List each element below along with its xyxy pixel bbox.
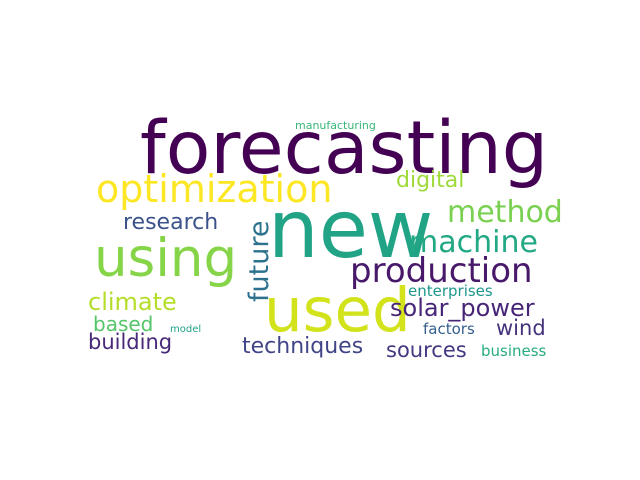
word-used: used xyxy=(264,275,411,346)
word-future: future xyxy=(244,220,275,302)
word-using: using xyxy=(94,228,238,289)
word-climate: climate xyxy=(88,288,177,316)
word-sources: sources xyxy=(386,338,467,362)
word-new: new xyxy=(268,183,434,276)
word-wind: wind xyxy=(496,316,546,340)
word-enterprises: enterprises xyxy=(408,282,493,300)
word-solar-power: solar_power xyxy=(390,294,535,322)
word-method: method xyxy=(447,195,563,230)
word-optimization: optimization xyxy=(96,167,333,211)
word-machine: machine xyxy=(409,225,538,260)
word-factors: factors xyxy=(423,320,475,338)
word-techniques: techniques xyxy=(242,334,364,359)
word-building: building xyxy=(88,330,173,354)
word-based: based xyxy=(93,312,154,336)
word-business: business xyxy=(481,342,547,360)
word-forecasting: forecasting xyxy=(140,106,549,191)
word-manufacturing: manufacturing xyxy=(295,119,376,132)
word-digital: digital xyxy=(396,168,465,193)
word-model: model xyxy=(170,324,202,335)
word-research: research xyxy=(123,210,219,235)
word-production: production xyxy=(350,251,533,291)
